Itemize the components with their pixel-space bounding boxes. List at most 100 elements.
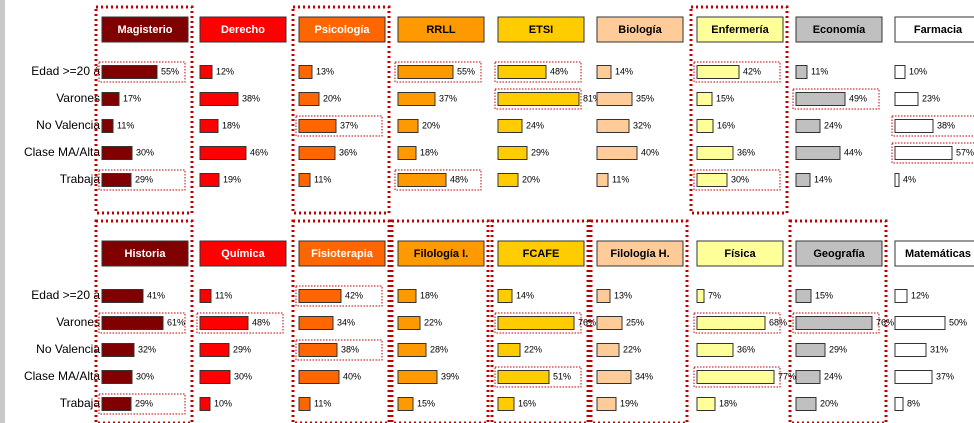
value-label: 48% <box>550 66 568 76</box>
value-label: 16% <box>518 398 536 408</box>
bar <box>199 119 219 133</box>
value-label: 48% <box>252 317 270 327</box>
value-label: 68% <box>769 317 787 327</box>
panel-frame <box>390 219 490 423</box>
bar <box>696 289 705 303</box>
bar <box>101 146 133 160</box>
header-title: Psicología <box>314 24 370 36</box>
value-label: 57% <box>956 147 974 157</box>
value-label: 55% <box>161 66 179 76</box>
value-label: 24% <box>824 120 842 130</box>
bar <box>596 316 623 330</box>
value-label: 12% <box>911 290 929 300</box>
bar <box>596 92 633 106</box>
bar <box>894 289 908 303</box>
value-label: 11% <box>612 174 629 184</box>
header-title: Geografía <box>813 248 865 260</box>
bar <box>101 289 144 303</box>
value-label: 16% <box>717 120 735 130</box>
value-label: 17% <box>123 93 141 103</box>
value-label: 22% <box>524 344 542 354</box>
value-label: 11% <box>811 66 828 76</box>
bar <box>497 343 521 357</box>
value-label: 55% <box>457 66 475 76</box>
value-label: 44% <box>844 147 862 157</box>
panel-frame <box>291 5 391 215</box>
bar <box>596 65 612 79</box>
value-label: 11% <box>314 398 331 408</box>
bar <box>397 119 419 133</box>
row-label: Varones <box>56 315 100 329</box>
value-label: 10% <box>214 398 232 408</box>
highlight-box <box>494 88 582 110</box>
bar <box>298 370 340 384</box>
header-title: ETSI <box>529 24 553 36</box>
panel-frame <box>689 5 789 215</box>
header-box <box>696 16 784 43</box>
highlight-box <box>494 366 582 388</box>
value-label: 15% <box>815 290 833 300</box>
row-label: Edad >=20 á <box>31 288 100 302</box>
bar <box>101 316 164 330</box>
bar <box>298 92 320 106</box>
value-label: 37% <box>340 120 358 130</box>
value-label: 37% <box>936 371 954 381</box>
bar <box>497 119 523 133</box>
value-label: 11% <box>117 120 134 130</box>
header-title: Química <box>221 248 265 260</box>
header-title: Filología H. <box>610 248 669 260</box>
value-label: 31% <box>930 344 948 354</box>
bar <box>795 397 817 411</box>
row-label: Trabaja <box>60 396 101 410</box>
value-label: 10% <box>909 66 927 76</box>
bar <box>894 173 900 187</box>
value-label: 46% <box>250 147 268 157</box>
row-label: Clase MA/Alta <box>24 145 100 159</box>
bar <box>795 65 808 79</box>
value-label: 77% <box>778 371 796 381</box>
header-box <box>795 240 883 267</box>
highlight-box <box>891 115 974 137</box>
header-title: FCAFE <box>523 248 560 260</box>
bar <box>696 173 728 187</box>
value-label: 30% <box>136 371 154 381</box>
bar <box>199 343 230 357</box>
bar <box>596 146 638 160</box>
value-label: 61% <box>167 317 185 327</box>
value-label: 13% <box>316 66 334 76</box>
value-label: 32% <box>633 120 651 130</box>
header-title: Economía <box>813 24 866 36</box>
value-label: 49% <box>849 93 867 103</box>
bar <box>101 119 114 133</box>
bar <box>298 65 313 79</box>
value-label: 24% <box>824 371 842 381</box>
bar <box>298 289 342 303</box>
bar <box>397 173 447 187</box>
value-label: 29% <box>233 344 251 354</box>
value-label: 29% <box>135 174 153 184</box>
value-label: 30% <box>731 174 749 184</box>
bar <box>795 343 826 357</box>
highlight-box <box>394 61 482 83</box>
value-label: 50% <box>949 317 967 327</box>
bar <box>696 65 740 79</box>
bar <box>397 92 436 106</box>
panel-frame <box>94 5 194 215</box>
bar <box>497 370 550 384</box>
bar <box>795 370 821 384</box>
bar <box>397 65 454 79</box>
highlight-box <box>98 61 186 83</box>
bar <box>894 343 927 357</box>
bar <box>101 343 135 357</box>
header-title: Filología I. <box>414 248 468 260</box>
value-label: 39% <box>441 371 459 381</box>
bar <box>101 92 120 106</box>
value-label: 20% <box>820 398 838 408</box>
value-label: 13% <box>614 290 632 300</box>
value-label: 42% <box>345 290 363 300</box>
bar <box>298 316 334 330</box>
bar <box>795 146 841 160</box>
row-label: Trabaja <box>60 172 101 186</box>
value-label: 15% <box>417 398 435 408</box>
